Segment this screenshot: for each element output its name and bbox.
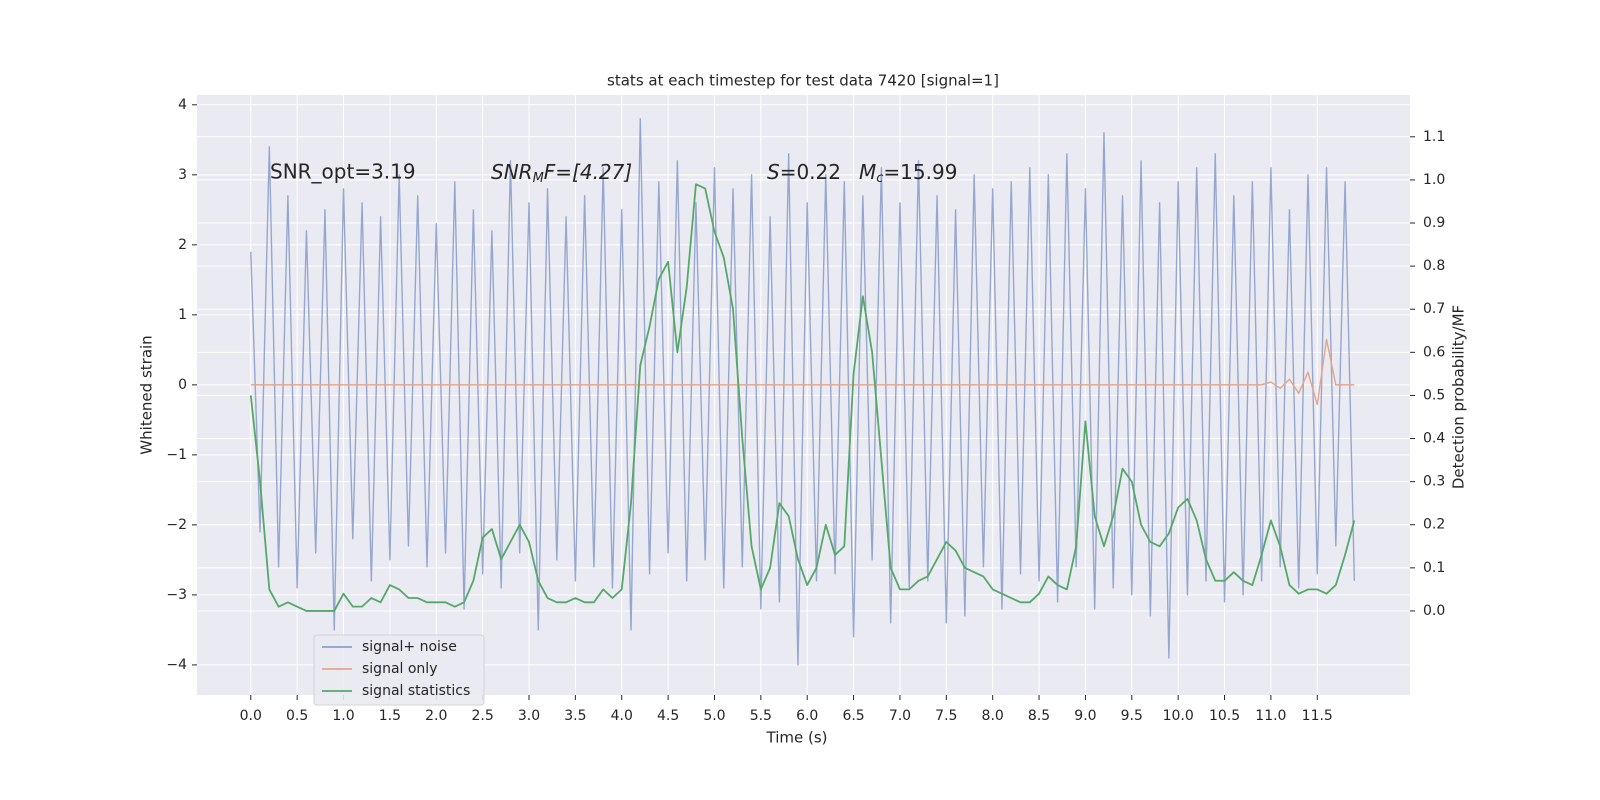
x-tick-label: 10.0	[1163, 708, 1194, 724]
x-tick-label: 4.5	[657, 708, 679, 724]
x-tick-label: 3.5	[564, 708, 586, 724]
marks	[249, 118, 1356, 666]
x-tick-label: 7.0	[889, 708, 911, 724]
legend-label: signal+ noise	[362, 639, 457, 655]
y-tick-label: 2	[178, 237, 187, 253]
x-tick-label: 3.0	[518, 708, 540, 724]
annotation-part: S	[767, 160, 780, 184]
annotation: S=0.22	[767, 160, 841, 184]
x-tick-label: 7.5	[935, 708, 957, 724]
x-axis-label: Time (s)	[766, 729, 828, 747]
series-line	[249, 183, 1356, 612]
y2-tick-label: 0.3	[1423, 474, 1445, 490]
y-tick-label: 1	[178, 307, 187, 323]
y2-tick-label: 0.4	[1423, 431, 1445, 447]
legend-label: signal only	[362, 661, 437, 677]
x-tick-label: 1.5	[379, 708, 401, 724]
y-tick-label: 3	[178, 167, 187, 183]
x-tick-label: 6.5	[842, 708, 864, 724]
x-tick-label: 5.0	[703, 708, 725, 724]
annotation: SNRMF=[4.27]	[491, 160, 632, 186]
y2-tick-label: 0.7	[1423, 301, 1445, 317]
annotation: SNR_opt=3.19	[270, 160, 416, 184]
legend-label: signal statistics	[362, 683, 470, 699]
y2-tick-label: 0.2	[1423, 517, 1445, 533]
x-tick-label: 4.0	[611, 708, 633, 724]
x-tick-label: 2.5	[471, 708, 493, 724]
annotation-part: c	[876, 171, 883, 186]
x-tick-label: 8.5	[1028, 708, 1050, 724]
x-tick-label: 5.5	[750, 708, 772, 724]
annotation-part: =0.22	[780, 160, 841, 184]
y-tick-label: 0	[178, 377, 187, 393]
y2-axis-label: Detection probability/MF	[1450, 305, 1468, 489]
series-line	[250, 118, 1356, 666]
x-tick-label: 11.5	[1302, 708, 1333, 724]
x-tick-label: 1.0	[332, 708, 354, 724]
annotation: Mc=15.99	[859, 160, 957, 186]
y-tick-label: 4	[178, 97, 187, 113]
y2-tick-label: 0.0	[1423, 603, 1445, 619]
legend: signal+ noise signal only signal statistic…	[313, 634, 485, 706]
axes: 0.0 0.5 1.0 1.5 2.0 2.5 3.0 3.5 4.0 4.5 5.0 5.5 6.0 6…	[166, 97, 1445, 724]
annotation-part: SNR	[491, 160, 533, 184]
y2-tick-label: 0.6	[1423, 344, 1445, 360]
x-tick-label: 10.5	[1209, 708, 1240, 724]
x-tick-label: 9.0	[1074, 708, 1096, 724]
y-tick-label: −4	[166, 657, 187, 673]
y2-tick-label: 1.1	[1423, 129, 1445, 145]
x-tick-label: 0.0	[240, 708, 262, 724]
series-line	[250, 338, 1355, 406]
y2-tick-label: 0.8	[1423, 258, 1445, 274]
x-tick-label: 2.0	[425, 708, 447, 724]
y2-tick-label: 0.9	[1423, 215, 1445, 231]
chart-title: stats at each timestep for test data 742…	[607, 72, 999, 90]
x-tick-label: 0.5	[286, 708, 308, 724]
y2-tick-label: 0.5	[1423, 387, 1445, 403]
x-tick-label: 11.0	[1255, 708, 1286, 724]
x-tick-label: 8.0	[982, 708, 1004, 724]
y-axis-label: Whitened strain	[138, 335, 156, 454]
y-tick-label: −1	[166, 447, 187, 463]
y2-tick-label: 0.1	[1423, 560, 1445, 576]
annotation-part: M	[533, 171, 544, 186]
x-tick-label: 6.0	[796, 708, 818, 724]
y-tick-label: −2	[166, 517, 187, 533]
annotation-part: M	[859, 160, 876, 184]
annotation-part: F=[4.27]	[544, 160, 632, 184]
y-tick-label: −3	[166, 587, 187, 603]
x-tick-label: 9.5	[1121, 708, 1143, 724]
y2-tick-label: 1.0	[1423, 172, 1445, 188]
annotation-part: =15.99	[883, 160, 957, 184]
legend-box	[313, 634, 485, 706]
